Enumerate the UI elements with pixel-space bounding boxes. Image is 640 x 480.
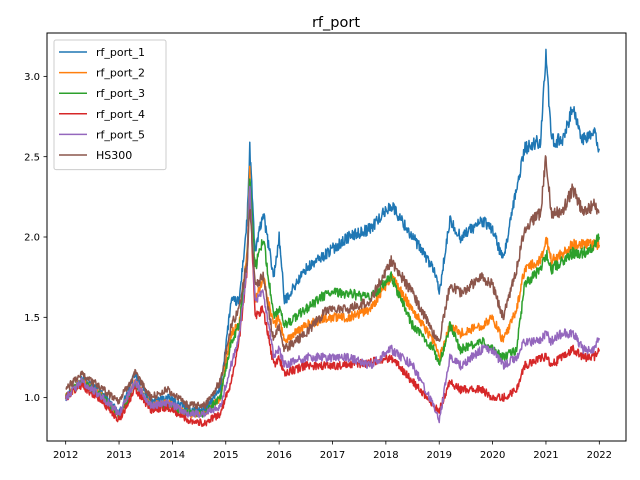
series-line-HS300 [65,155,600,410]
x-tick-label: 2021 [533,450,558,461]
x-tick-label: 2020 [480,450,505,461]
series-layer [64,48,601,428]
legend-label-rf_port_3: rf_port_3 [96,87,145,100]
legend-label-rf_port_5: rf_port_5 [96,128,145,141]
y-tick-label: 1.5 [24,313,40,324]
legend: rf_port_1 rf_port_2 rf_port_3 rf_port_4 rf_p… [53,39,167,171]
x-tick-label: 2022 [587,450,612,461]
x-tick-label: 2013 [106,450,131,461]
y-tick-label: 3.0 [24,72,40,83]
x-tick-label: 2016 [266,450,291,461]
y-axis: 1.0 1.5 2.0 2.5 3.0 [24,72,47,404]
x-tick-label: 2017 [320,450,345,461]
x-axis: 2012 2013 2014 2015 2016 2017 2018 2019 2020 2021… [53,441,612,461]
legend-label-rf_port_4: rf_port_4 [96,108,145,121]
chart-title: rf_port [312,15,360,31]
x-tick-label: 2015 [213,450,238,461]
y-tick-label: 2.0 [24,233,40,244]
x-tick-label: 2018 [373,450,398,461]
x-tick-label: 2014 [160,450,185,461]
x-tick-label: 2012 [53,450,78,461]
y-tick-label: 1.0 [24,393,40,404]
series-line-rf_port_5 [64,185,601,424]
y-tick-label: 2.5 [24,152,40,163]
x-tick-label: 2019 [426,450,451,461]
series-line-rf_port_1 [65,48,601,416]
series-line-rf_port_4 [64,193,601,428]
legend-label-rf_port_2: rf_port_2 [96,67,145,80]
legend-label-HS300: HS300 [96,149,132,162]
legend-label-rf_port_1: rf_port_1 [96,46,145,59]
